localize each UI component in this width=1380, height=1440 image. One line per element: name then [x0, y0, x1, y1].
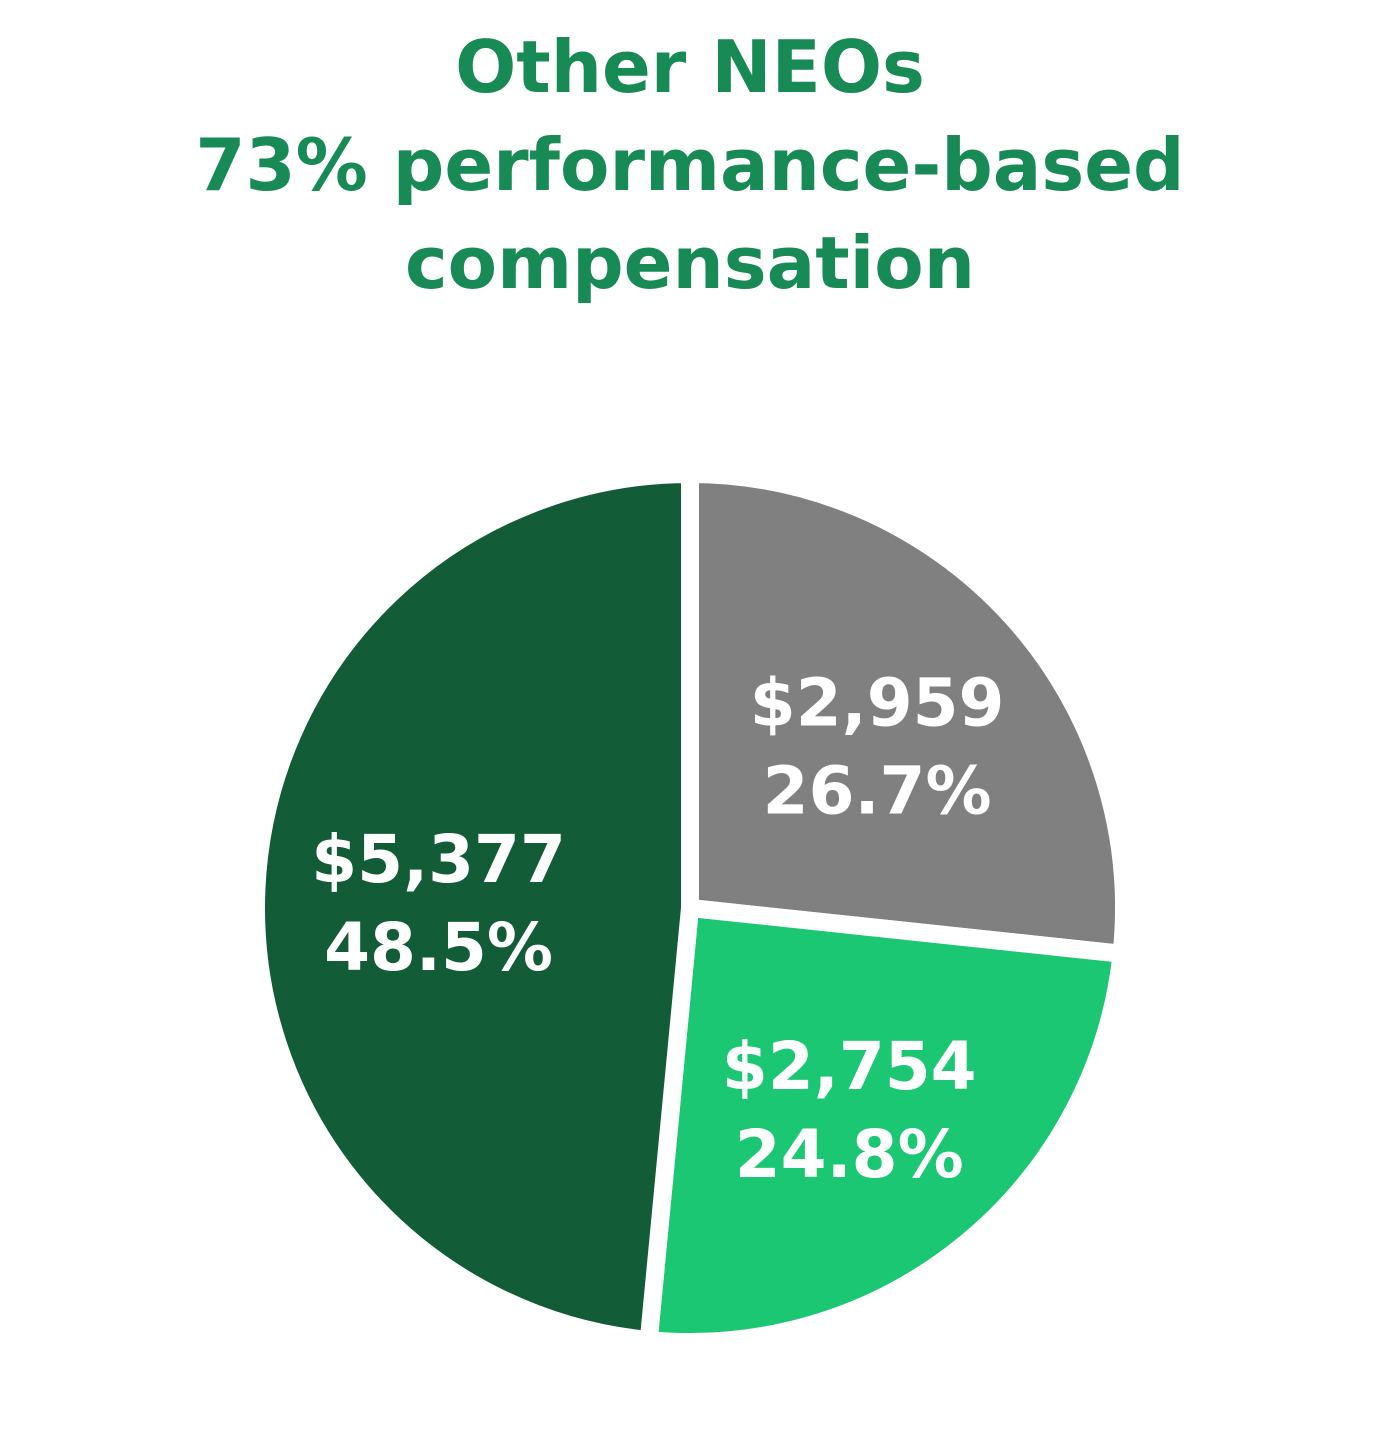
- slice-percent-label: 24.8%: [735, 1116, 964, 1193]
- slice-percent-label: 26.7%: [763, 753, 992, 830]
- pie-slice-2: [639, 899, 1131, 1351]
- chart-title-line-2: 73% performance-based: [195, 123, 1185, 207]
- pie-outline: [238, 456, 1142, 1360]
- slice-label-2: $2,754 24.8%: [722, 1028, 977, 1193]
- slice-label-3: $5,377 48.5%: [311, 821, 566, 986]
- pie-slice-1: [681, 465, 1133, 963]
- chart-title-line-1: Other NEOs: [455, 25, 925, 109]
- pie-slices: [238, 456, 1142, 1360]
- pie-slice-3: [246, 465, 699, 1350]
- slice-label-1: $2,959 26.7%: [750, 665, 1005, 830]
- slice-value-label: $5,377: [311, 821, 566, 898]
- chart-title-line-3: compensation: [404, 221, 976, 305]
- pie-labels: $2,959 26.7% $2,754 24.8% $5,377 48.5%: [311, 665, 1004, 1193]
- chart-title: Other NEOs 73% performance-based compens…: [0, 18, 1380, 312]
- slice-value-label: $2,754: [722, 1028, 977, 1105]
- slice-percent-label: 48.5%: [324, 909, 553, 986]
- slice-value-label: $2,959: [750, 665, 1005, 742]
